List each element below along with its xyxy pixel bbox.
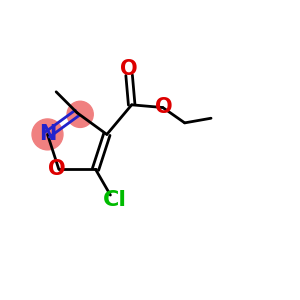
Text: Cl: Cl	[103, 190, 127, 210]
Circle shape	[32, 119, 63, 150]
Text: O: O	[48, 159, 65, 179]
Circle shape	[67, 101, 93, 128]
Text: O: O	[120, 59, 138, 79]
Text: N: N	[39, 124, 56, 144]
Text: O: O	[154, 97, 172, 117]
